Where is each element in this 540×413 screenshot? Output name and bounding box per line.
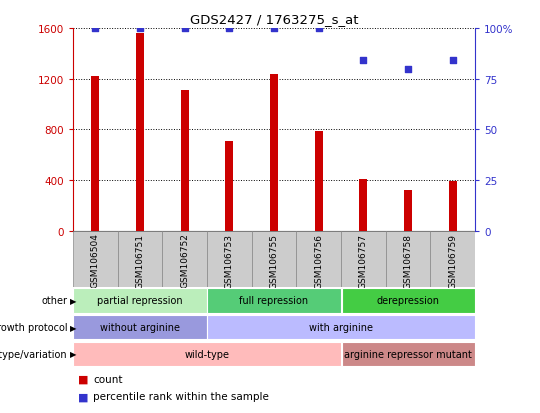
- Text: ■: ■: [78, 374, 89, 384]
- Bar: [91, 77, 99, 231]
- Text: ▶: ▶: [70, 350, 77, 358]
- Point: [91, 26, 99, 32]
- Point: [180, 26, 189, 32]
- Point: [314, 26, 323, 32]
- Title: GDS2427 / 1763275_s_at: GDS2427 / 1763275_s_at: [190, 13, 359, 26]
- Text: GSM106756: GSM106756: [314, 233, 323, 288]
- Text: arginine repressor mutant: arginine repressor mutant: [344, 349, 472, 359]
- Text: GSM106757: GSM106757: [359, 233, 368, 288]
- Bar: [252, 231, 296, 287]
- Text: derepression: derepression: [377, 295, 440, 306]
- Text: GSM106751: GSM106751: [136, 233, 145, 288]
- Text: GSM106752: GSM106752: [180, 233, 189, 288]
- Text: GSM106759: GSM106759: [448, 233, 457, 288]
- Text: count: count: [93, 374, 123, 384]
- Bar: [207, 288, 341, 313]
- Bar: [341, 288, 475, 313]
- Bar: [73, 315, 207, 339]
- Text: genotype/variation: genotype/variation: [0, 349, 68, 359]
- Text: GSM106758: GSM106758: [403, 233, 413, 288]
- Text: ▶: ▶: [70, 323, 77, 332]
- Point: [359, 58, 368, 64]
- Bar: [207, 231, 252, 287]
- Text: ■: ■: [78, 392, 89, 401]
- Bar: [341, 342, 475, 366]
- Bar: [118, 231, 163, 287]
- Point: [449, 58, 457, 64]
- Text: partial repression: partial repression: [97, 295, 183, 306]
- Bar: [270, 74, 278, 231]
- Text: GSM106753: GSM106753: [225, 233, 234, 288]
- Text: growth protocol: growth protocol: [0, 322, 68, 332]
- Bar: [73, 342, 341, 366]
- Point: [225, 26, 234, 32]
- Bar: [207, 315, 475, 339]
- Text: full repression: full repression: [239, 295, 309, 306]
- Text: ▶: ▶: [70, 296, 77, 305]
- Bar: [341, 231, 386, 287]
- Bar: [430, 231, 475, 287]
- Text: GSM106504: GSM106504: [91, 233, 100, 288]
- Bar: [296, 231, 341, 287]
- Text: other: other: [42, 295, 68, 306]
- Text: wild-type: wild-type: [185, 349, 230, 359]
- Bar: [136, 34, 144, 231]
- Text: percentile rank within the sample: percentile rank within the sample: [93, 392, 269, 401]
- Text: GSM106755: GSM106755: [269, 233, 279, 288]
- Bar: [180, 91, 188, 231]
- Bar: [163, 231, 207, 287]
- Bar: [225, 142, 233, 231]
- Bar: [360, 179, 368, 231]
- Bar: [404, 190, 412, 231]
- Bar: [449, 182, 457, 231]
- Bar: [73, 231, 118, 287]
- Text: with arginine: with arginine: [309, 322, 373, 332]
- Bar: [386, 231, 430, 287]
- Point: [404, 66, 413, 73]
- Point: [136, 26, 144, 32]
- Bar: [315, 131, 323, 231]
- Bar: [73, 288, 207, 313]
- Point: [269, 26, 279, 32]
- Text: without arginine: without arginine: [100, 322, 180, 332]
